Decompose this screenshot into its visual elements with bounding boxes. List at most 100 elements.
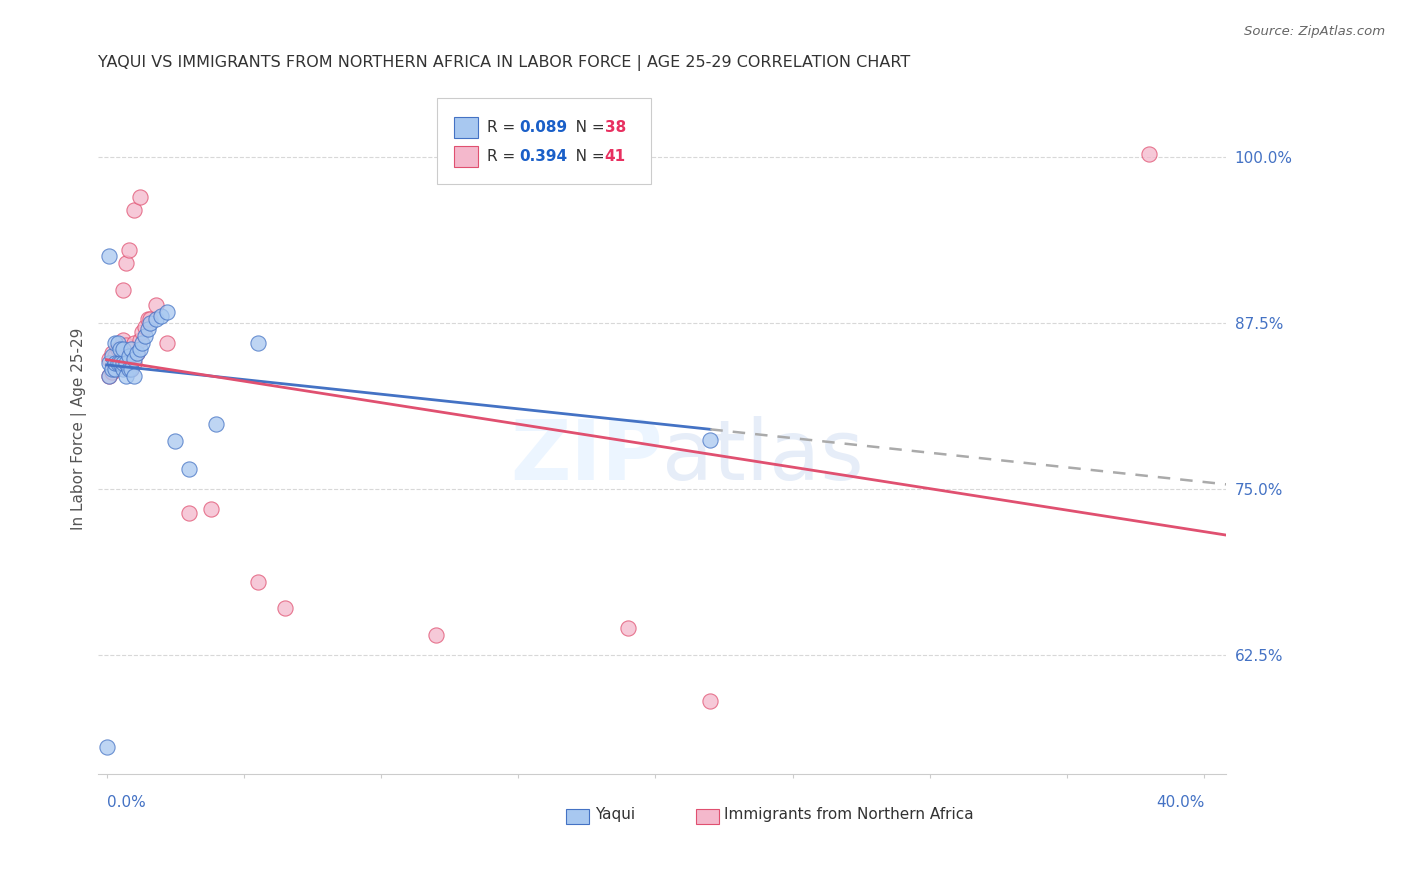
Point (114, 355, 136, 369)
Text: Immigrants from Northern Africa: Immigrants from Northern Africa (724, 807, 974, 822)
Text: 0.394: 0.394 (519, 149, 567, 164)
Point (104, 362, 127, 376)
Point (112, 362, 135, 376)
Point (150, 309, 173, 323)
Bar (454, 117, 478, 137)
Point (114, 355, 136, 369)
Bar (454, 146, 478, 167)
Point (122, 355, 145, 369)
Text: 41: 41 (605, 149, 626, 164)
Point (101, 349, 124, 363)
Point (177, 461, 200, 475)
Point (98, 249, 121, 263)
Point (98, 368, 121, 383)
Text: N =: N = (561, 149, 609, 164)
Point (136, 311, 159, 326)
Point (112, 355, 135, 369)
Point (425, 627, 447, 641)
Text: Source: ZipAtlas.com: Source: ZipAtlas.com (1244, 25, 1385, 38)
Point (699, 433, 721, 447)
Point (98, 355, 121, 369)
Point (246, 335, 269, 350)
Point (107, 335, 129, 350)
Point (110, 343, 132, 357)
Bar (567, 808, 589, 823)
Point (128, 333, 150, 347)
Point (117, 362, 139, 376)
Text: 0.089: 0.089 (519, 120, 567, 135)
Point (122, 202, 145, 217)
Text: atlas: atlas (662, 416, 865, 497)
Point (104, 335, 127, 350)
Point (107, 359, 129, 374)
Point (122, 335, 145, 350)
Point (177, 506, 200, 520)
Point (117, 349, 139, 363)
Y-axis label: In Labor Force | Age 25-29: In Labor Force | Age 25-29 (72, 327, 87, 530)
Point (134, 319, 156, 334)
Point (274, 601, 297, 615)
Point (134, 329, 156, 343)
Point (117, 243, 139, 257)
Point (117, 351, 139, 366)
Point (122, 368, 145, 383)
Point (104, 362, 127, 376)
Point (112, 333, 135, 347)
Point (122, 351, 145, 366)
Text: ZIP: ZIP (510, 416, 662, 497)
Point (98, 368, 121, 383)
Point (200, 501, 222, 516)
Point (107, 355, 129, 369)
Text: 40.0%: 40.0% (1156, 796, 1205, 810)
Point (120, 343, 142, 357)
Point (112, 283, 135, 297)
Point (110, 340, 132, 354)
Point (112, 343, 135, 357)
Point (107, 343, 129, 357)
Point (120, 362, 142, 376)
Point (125, 346, 148, 360)
Point (110, 355, 132, 369)
Text: R =: R = (488, 120, 520, 135)
Point (112, 345, 135, 359)
Point (112, 358, 135, 372)
Point (101, 346, 124, 360)
Text: N =: N = (561, 120, 609, 135)
Point (145, 298, 167, 312)
FancyBboxPatch shape (437, 97, 651, 184)
Point (156, 305, 179, 319)
Point (246, 574, 269, 589)
Point (114, 338, 136, 352)
Text: YAQUI VS IMMIGRANTS FROM NORTHERN AFRICA IN LABOR FORCE | AGE 25-29 CORRELATION : YAQUI VS IMMIGRANTS FROM NORTHERN AFRICA… (98, 55, 911, 71)
Point (128, 189, 150, 203)
Point (114, 256, 136, 270)
Point (136, 322, 159, 336)
Point (120, 343, 142, 357)
Point (120, 362, 142, 376)
Point (145, 311, 167, 326)
Point (125, 346, 148, 360)
Point (131, 325, 153, 339)
Point (101, 365, 124, 379)
Point (110, 358, 132, 372)
Point (101, 362, 124, 376)
Point (139, 316, 162, 330)
Point (104, 355, 127, 369)
Point (699, 694, 721, 708)
Point (131, 335, 153, 350)
Point (156, 335, 179, 350)
Bar (696, 808, 718, 823)
Point (205, 417, 228, 431)
Point (104, 349, 127, 363)
Point (139, 311, 162, 326)
Point (98, 351, 121, 366)
Point (128, 343, 150, 357)
Point (114, 368, 136, 383)
Point (165, 434, 187, 448)
Text: 38: 38 (605, 120, 626, 135)
Point (96, 740, 118, 755)
Text: Yaqui: Yaqui (595, 807, 634, 822)
Text: 0.0%: 0.0% (107, 796, 145, 810)
Point (1139, 147, 1161, 161)
Text: R =: R = (488, 149, 520, 164)
